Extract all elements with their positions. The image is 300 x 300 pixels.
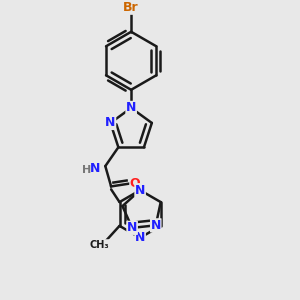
Text: N: N	[105, 116, 116, 129]
Text: N: N	[151, 219, 161, 232]
Text: O: O	[130, 177, 140, 190]
Text: Br: Br	[123, 1, 139, 14]
Text: H: H	[82, 165, 92, 175]
Text: N: N	[127, 221, 137, 234]
Text: CH₃: CH₃	[90, 240, 110, 250]
Text: N: N	[135, 184, 145, 197]
Text: N: N	[126, 101, 136, 114]
Text: N: N	[90, 162, 100, 175]
Text: N: N	[135, 231, 145, 244]
